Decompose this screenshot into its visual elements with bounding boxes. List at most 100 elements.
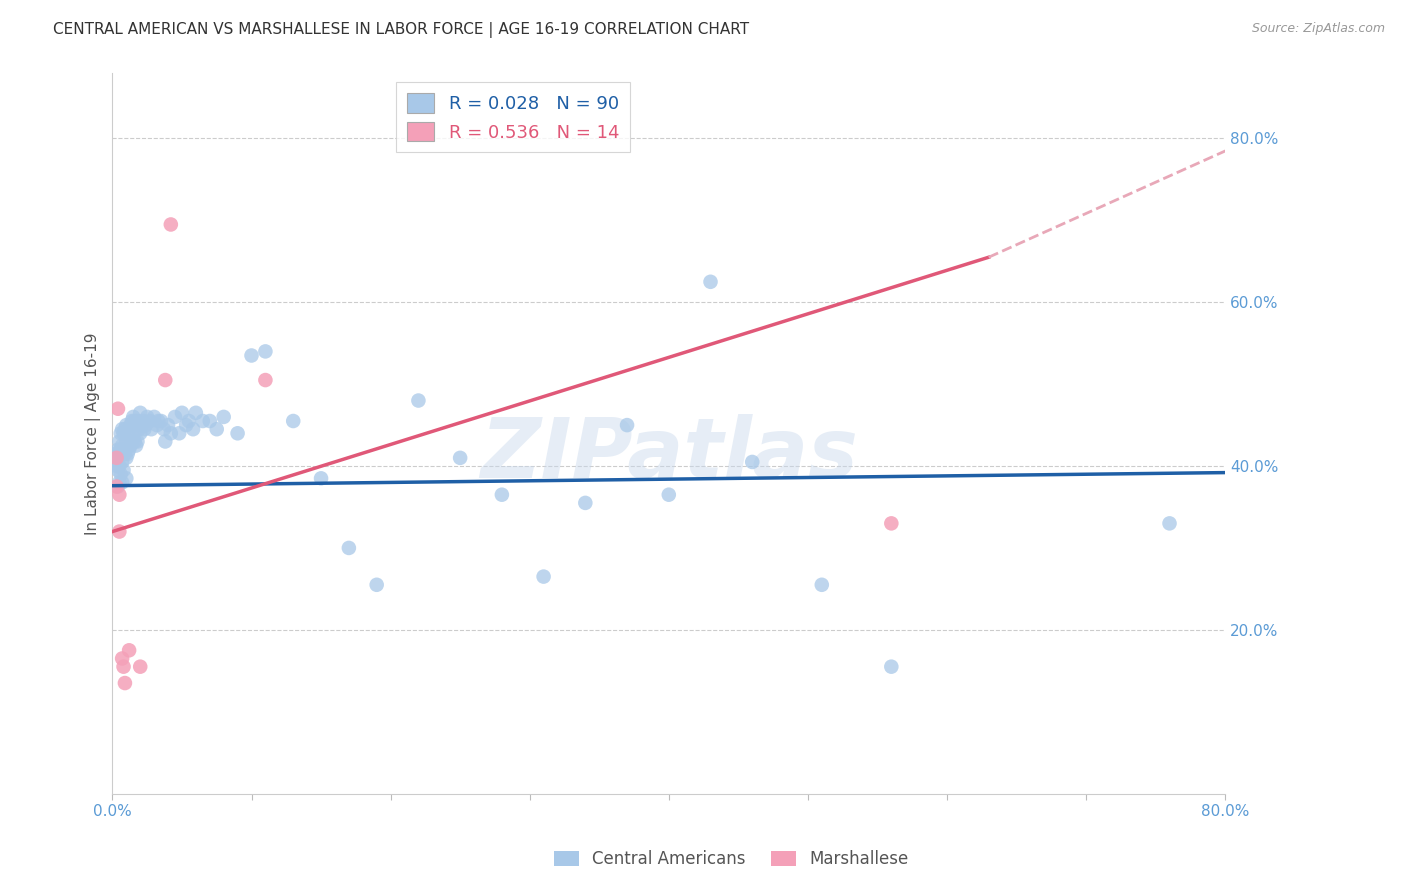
Point: [108, 524, 131, 539]
Point: [107, 442, 129, 457]
Point: [616, 418, 638, 433]
Point: [132, 414, 155, 428]
Legend: R = 0.028   N = 90, R = 0.536   N = 14: R = 0.028 N = 90, R = 0.536 N = 14: [396, 82, 630, 153]
Point: [112, 659, 135, 673]
Point: [741, 455, 763, 469]
Point: [150, 414, 173, 428]
Point: [121, 434, 143, 449]
Y-axis label: In Labor Force | Age 16-19: In Labor Force | Age 16-19: [86, 332, 101, 534]
Point: [107, 463, 129, 477]
Point: [121, 414, 143, 428]
Point: [191, 414, 214, 428]
Point: [139, 414, 162, 428]
Point: [122, 409, 145, 424]
Point: [114, 447, 136, 461]
Point: [110, 467, 132, 482]
Point: [107, 401, 129, 416]
Point: [408, 393, 430, 408]
Point: [148, 414, 170, 428]
Point: [533, 569, 555, 583]
Point: [163, 409, 186, 424]
Point: [118, 442, 141, 457]
Point: [105, 450, 128, 465]
Point: [160, 218, 183, 232]
Point: [125, 418, 148, 433]
Point: [181, 422, 204, 436]
Text: ZIPatlas: ZIPatlas: [479, 415, 858, 495]
Point: [125, 439, 148, 453]
Point: [105, 450, 128, 465]
Point: [254, 373, 277, 387]
Text: Source: ZipAtlas.com: Source: ZipAtlas.com: [1251, 22, 1385, 36]
Point: [107, 479, 129, 493]
Point: [880, 516, 903, 531]
Point: [112, 442, 135, 457]
Text: CENTRAL AMERICAN VS MARSHALLESE IN LABOR FORCE | AGE 16-19 CORRELATION CHART: CENTRAL AMERICAN VS MARSHALLESE IN LABOR…: [53, 22, 749, 38]
Point: [111, 439, 134, 453]
Point: [117, 447, 139, 461]
Point: [114, 676, 136, 690]
Point: [114, 422, 136, 436]
Point: [141, 422, 163, 436]
Point: [115, 418, 138, 433]
Point: [1159, 516, 1181, 531]
Point: [129, 659, 152, 673]
Point: [122, 430, 145, 444]
Point: [118, 422, 141, 436]
Point: [111, 475, 134, 490]
Point: [205, 422, 228, 436]
Point: [105, 458, 128, 473]
Point: [127, 414, 149, 428]
Point: [146, 418, 169, 433]
Point: [128, 422, 150, 436]
Point: [309, 471, 332, 485]
Point: [491, 488, 513, 502]
Point: [105, 479, 128, 493]
Point: [880, 659, 903, 673]
Point: [160, 426, 183, 441]
Point: [124, 414, 146, 428]
Point: [283, 414, 305, 428]
Point: [108, 458, 131, 473]
Point: [153, 422, 176, 436]
Point: [157, 418, 180, 433]
Point: [449, 450, 471, 465]
Point: [337, 541, 360, 555]
Point: [115, 471, 138, 485]
Point: [174, 418, 197, 433]
Point: [170, 406, 193, 420]
Point: [111, 651, 134, 665]
Point: [167, 426, 190, 441]
Point: [212, 409, 235, 424]
Point: [112, 463, 135, 477]
Point: [108, 447, 131, 461]
Point: [118, 643, 141, 657]
Point: [184, 406, 207, 420]
Point: [108, 475, 131, 490]
Point: [112, 426, 135, 441]
Point: [574, 496, 596, 510]
Point: [117, 426, 139, 441]
Point: [810, 578, 832, 592]
Point: [366, 578, 388, 592]
Legend: Central Americans, Marshallese: Central Americans, Marshallese: [547, 844, 915, 875]
Point: [115, 450, 138, 465]
Point: [120, 418, 142, 433]
Point: [129, 426, 152, 441]
Point: [177, 414, 200, 428]
Point: [254, 344, 277, 359]
Point: [108, 434, 131, 449]
Point: [699, 275, 721, 289]
Point: [155, 434, 177, 449]
Point: [110, 426, 132, 441]
Point: [134, 422, 156, 436]
Point: [110, 442, 132, 457]
Point: [124, 434, 146, 449]
Point: [226, 426, 249, 441]
Point: [658, 488, 681, 502]
Point: [155, 373, 177, 387]
Point: [111, 422, 134, 436]
Point: [127, 434, 149, 449]
Point: [108, 488, 131, 502]
Point: [135, 418, 157, 433]
